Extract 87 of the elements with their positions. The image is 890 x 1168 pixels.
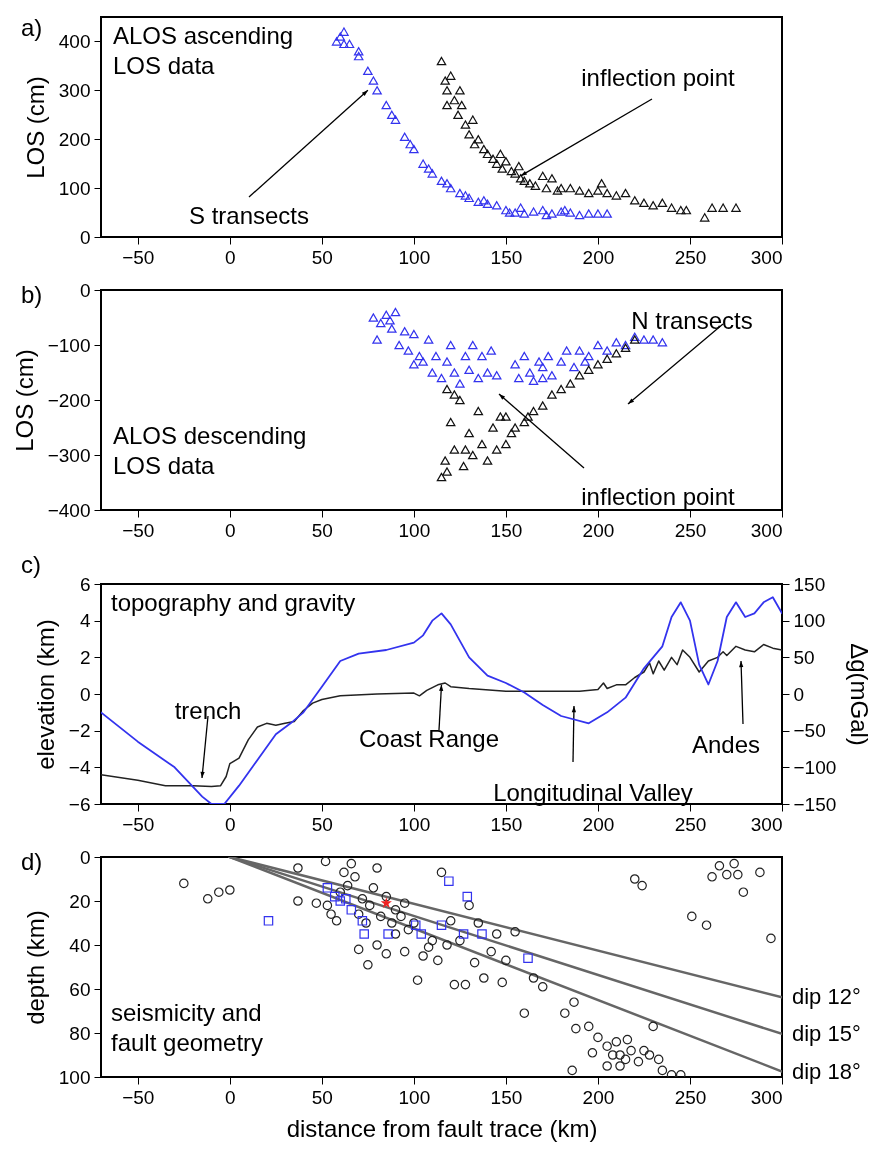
- x-tick-label: 100: [398, 813, 431, 835]
- y-tick-label: 0: [79, 279, 91, 301]
- y-tick-label: 20: [69, 890, 91, 912]
- annotation: ALOS ascending LOS data: [113, 22, 294, 79]
- annotation: ALOS descending LOS data: [113, 422, 307, 479]
- x-tick-label: −50: [122, 519, 155, 541]
- x-tick-label: 250: [674, 1086, 707, 1108]
- annotation: S transects: [188, 202, 310, 229]
- y-tick-label: 2: [79, 646, 91, 668]
- y2-tick-label: −150: [793, 793, 837, 815]
- annotation: inflection point: [581, 64, 736, 91]
- y-tick-label: −100: [47, 334, 91, 356]
- x-tick-label: 300: [750, 1086, 783, 1108]
- series-label: dip 12°: [792, 984, 861, 1010]
- x-tick-label: 50: [311, 813, 333, 835]
- x-tick-label: 50: [311, 1086, 333, 1108]
- y-tick-label: 0: [79, 846, 91, 868]
- x-tick-label: −50: [122, 813, 155, 835]
- text: a): [21, 14, 43, 41]
- text: d): [21, 848, 43, 875]
- annotation: Andes: [691, 731, 761, 758]
- x-tick-label: 250: [674, 519, 707, 541]
- series-label: dip 15°: [792, 1020, 861, 1046]
- y2-tick-label: 0: [793, 683, 805, 705]
- y2-tick-label: 50: [793, 646, 815, 668]
- y2-axis-title: Δg(mGal): [846, 643, 874, 746]
- y-tick-label: −6: [68, 793, 91, 815]
- text: b): [21, 281, 43, 308]
- y-tick-label: −400: [47, 499, 91, 521]
- y-tick-label: 0: [79, 226, 91, 248]
- x-tick-label: 0: [225, 246, 236, 268]
- y-tick-label: 6: [79, 573, 91, 595]
- y-axis-title: depth (km): [21, 910, 49, 1025]
- x-tick-label: 50: [311, 246, 333, 268]
- annotation: Longitudinal Valley: [493, 779, 693, 806]
- y2-tick-label: −100: [793, 756, 837, 778]
- annotation: seismicity and fault geometry: [111, 999, 264, 1056]
- annotation: Coast Range: [358, 725, 500, 752]
- y2-tick-label: 150: [793, 573, 826, 595]
- x-tick-label: 50: [311, 519, 333, 541]
- annotation: N transects: [631, 307, 753, 334]
- x-tick-label: −50: [122, 246, 155, 268]
- y-tick-label: 4: [79, 610, 91, 632]
- x-tick-label: 300: [750, 519, 783, 541]
- series-label: dip 18°: [792, 1058, 861, 1084]
- x-tick-label: 300: [750, 246, 783, 268]
- x-tick-label: 0: [225, 519, 236, 541]
- y-tick-label: 200: [58, 128, 91, 150]
- x-tick-label: 200: [582, 813, 615, 835]
- y-tick-label: 80: [69, 1022, 91, 1044]
- x-tick-label: 100: [398, 519, 431, 541]
- y-tick-label: 100: [58, 1066, 91, 1088]
- y-tick-label: 40: [69, 934, 91, 956]
- x-tick-label: −50: [122, 1086, 155, 1108]
- x-tick-label: 100: [398, 246, 431, 268]
- x-tick-label: 150: [490, 813, 523, 835]
- x-tick-label: 150: [490, 1086, 523, 1108]
- annotation: topography and gravity: [111, 589, 356, 616]
- x-tick-label: 200: [582, 1086, 615, 1108]
- x-tick-label: 200: [582, 246, 615, 268]
- text: c): [21, 551, 41, 578]
- annotation: inflection point: [581, 483, 736, 510]
- y-tick-label: 400: [58, 30, 91, 52]
- y-axis-title: LOS (cm): [21, 76, 49, 179]
- x-axis-title: distance from fault trace (km): [286, 1114, 598, 1142]
- x-tick-label: 150: [490, 519, 523, 541]
- x-tick-label: 250: [674, 246, 707, 268]
- x-tick-label: 250: [674, 813, 707, 835]
- y-tick-label: 100: [58, 177, 91, 199]
- y-axis-title: elevation (km): [31, 619, 59, 770]
- y-tick-label: −200: [47, 389, 91, 411]
- y-axis-title: LOS (cm): [10, 349, 38, 452]
- y-tick-label: −4: [68, 756, 91, 778]
- x-tick-label: 100: [398, 1086, 431, 1108]
- x-tick-label: 150: [490, 246, 523, 268]
- y-tick-label: 60: [69, 978, 91, 1000]
- y-tick-label: −2: [68, 720, 91, 742]
- y-tick-label: 300: [58, 79, 91, 101]
- x-tick-label: 0: [225, 813, 236, 835]
- x-tick-label: 0: [225, 1086, 236, 1108]
- y-tick-label: 0: [79, 683, 91, 705]
- x-tick-label: 200: [582, 519, 615, 541]
- y-tick-label: −300: [47, 444, 91, 466]
- y2-tick-label: −50: [793, 720, 826, 742]
- annotation: trench: [174, 697, 242, 724]
- y2-tick-label: 100: [793, 610, 826, 632]
- x-tick-label: 300: [750, 813, 783, 835]
